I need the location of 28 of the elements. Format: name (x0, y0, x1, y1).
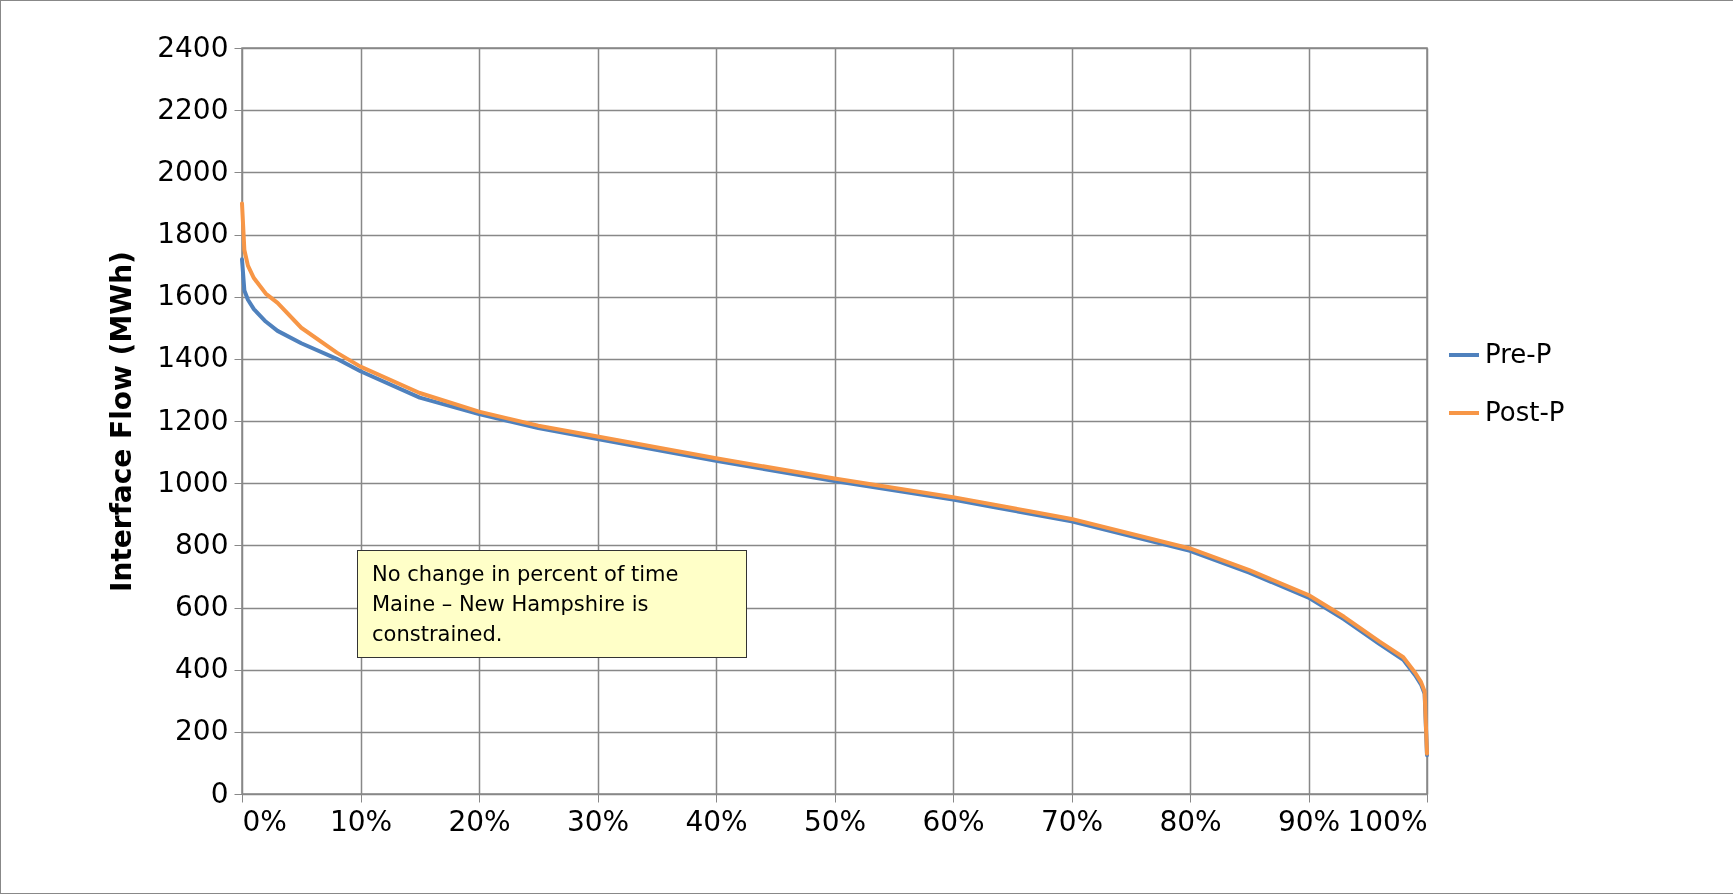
x-tick-label: 90% (1277, 804, 1341, 838)
x-tick-label: 80% (1159, 804, 1222, 838)
legend-label: Post-P (1485, 397, 1565, 427)
y-tick-label: 400 (175, 652, 229, 686)
y-tick-label: 0 (210, 776, 229, 810)
y-tick-label: 1400 (157, 341, 229, 375)
x-tick-label: 40% (685, 804, 748, 838)
x-tick-label: 100% (1347, 804, 1428, 838)
y-tick-label: 800 (175, 527, 229, 561)
y-tick-label: 1200 (157, 403, 229, 437)
x-tick-label: 10% (329, 804, 393, 838)
legend-label: Pre-P (1485, 339, 1552, 369)
x-tick-label: 20% (448, 804, 511, 838)
note-box: No change in percent of time Maine – New Hampshire is constrained. (357, 550, 747, 658)
y-tick-label: 1000 (157, 465, 229, 499)
y-tick-label: 2200 (157, 92, 229, 126)
x-tick-label: 60% (922, 804, 985, 838)
x-tick-label: 70% (1040, 804, 1104, 838)
y-tick-label: 600 (175, 590, 229, 623)
y-tick-label: 200 (175, 714, 229, 748)
y-tick-label: 1600 (157, 279, 229, 313)
x-tick-label: 50% (803, 804, 867, 838)
y-tick-label: 2400 (157, 30, 229, 64)
x-tick-label: 0% (242, 804, 287, 838)
x-tick-label: 30% (566, 804, 630, 838)
y-tick-label: 2000 (157, 154, 229, 188)
y-tick-label: 1800 (157, 217, 229, 250)
y-axis-title: Interface Flow (MWh) (105, 251, 139, 592)
